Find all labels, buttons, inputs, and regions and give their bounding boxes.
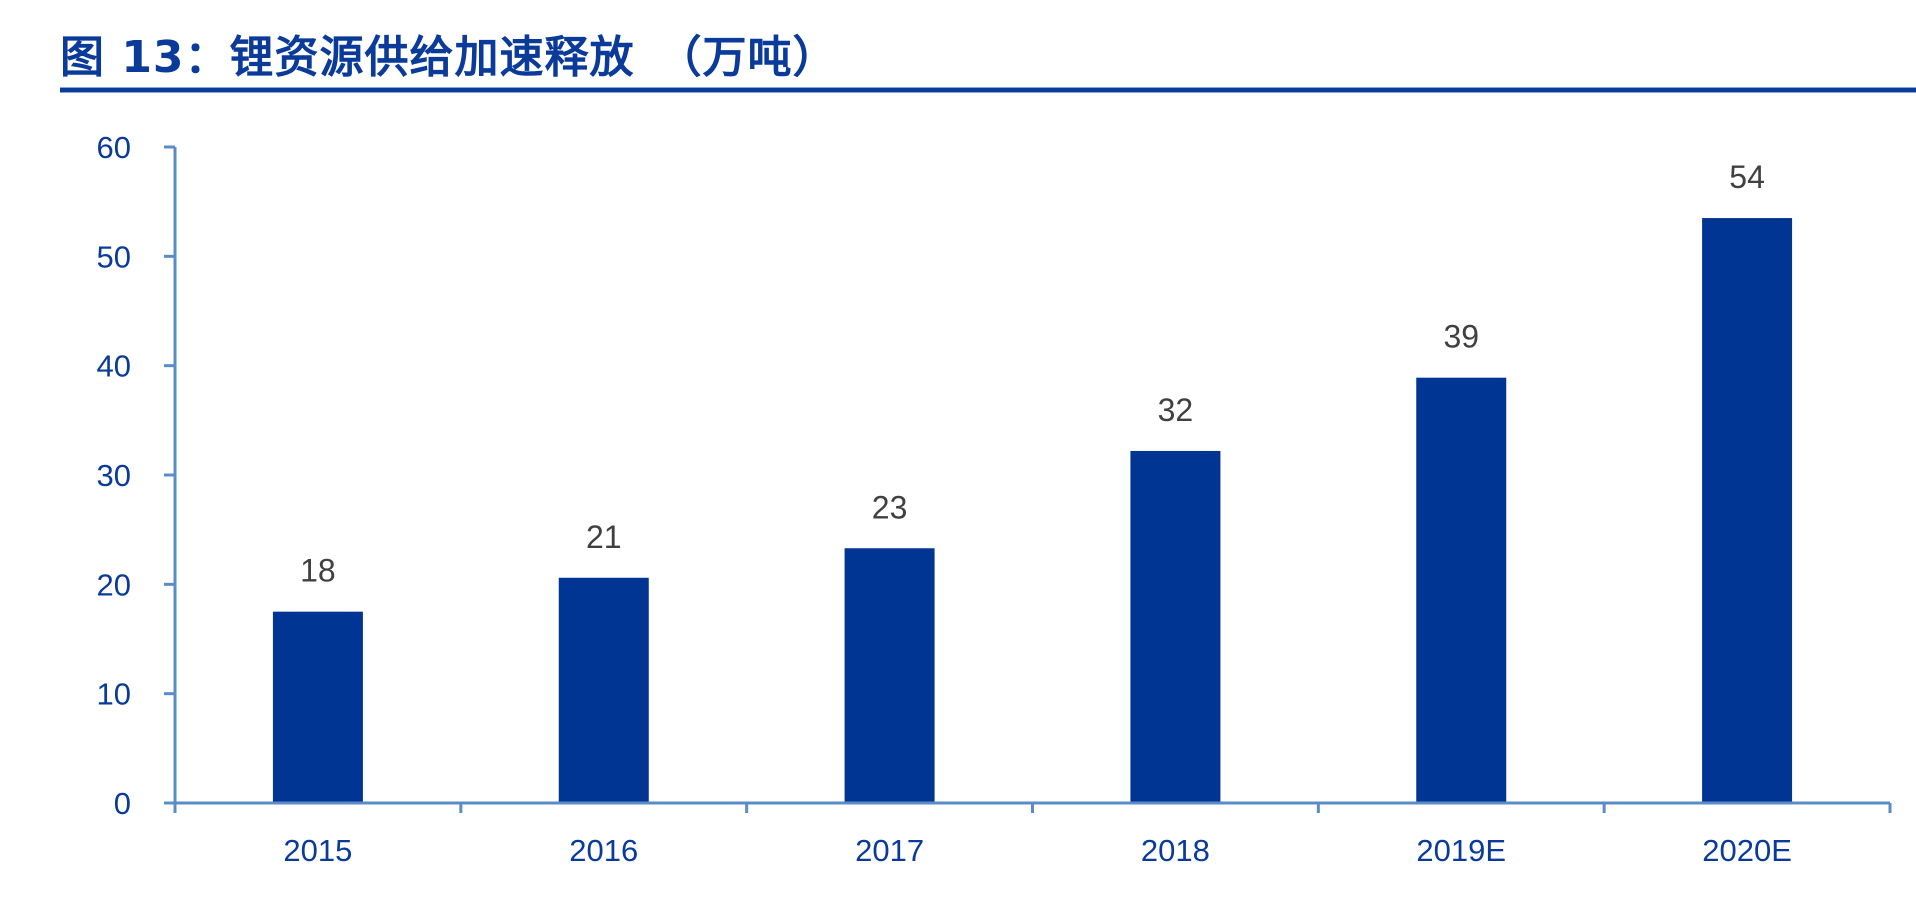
y-tick-label: 60	[97, 130, 131, 165]
bar-series	[272, 218, 1793, 804]
chart-title: 图 13：锂资源供给加速释放 （万吨）	[60, 32, 838, 83]
y-tick-label: 30	[97, 458, 131, 493]
x-tick-label-2020E: 2020E	[1702, 833, 1792, 868]
data-label-2016: 21	[586, 519, 622, 555]
data-label-2015: 18	[300, 553, 336, 589]
bar-2018	[1130, 450, 1221, 803]
data-labels: 18 21 23 32 39 54	[300, 159, 1765, 589]
title-underline	[60, 88, 1916, 92]
data-label-2017: 23	[872, 489, 908, 525]
bar-2016	[558, 577, 649, 803]
y-tick-label: 50	[97, 239, 131, 274]
bar-2017	[844, 548, 935, 803]
y-tick-label: 40	[97, 349, 131, 384]
x-tick-label-2015: 2015	[283, 833, 352, 868]
x-axis: 2015 2016 2017 2018 2019E 2020E	[173, 801, 1892, 868]
bar-2015	[272, 611, 363, 803]
data-label-2020E: 54	[1729, 159, 1765, 195]
x-tick-label-2018: 2018	[1141, 833, 1210, 868]
y-tick-label: 20	[97, 567, 131, 602]
y-tick-label: 10	[97, 677, 131, 712]
data-label-2019E: 39	[1443, 319, 1479, 355]
y-axis: 0 10 20 30 40 50 60	[97, 130, 177, 821]
data-label-2018: 32	[1158, 392, 1194, 428]
x-tick-label-2016: 2016	[569, 833, 638, 868]
bar-2019E	[1416, 377, 1507, 803]
x-tick-label-2019E: 2019E	[1416, 833, 1506, 868]
y-tick-label: 0	[114, 786, 131, 821]
bar-2020E	[1702, 218, 1793, 804]
x-tick-label-2017: 2017	[855, 833, 924, 868]
